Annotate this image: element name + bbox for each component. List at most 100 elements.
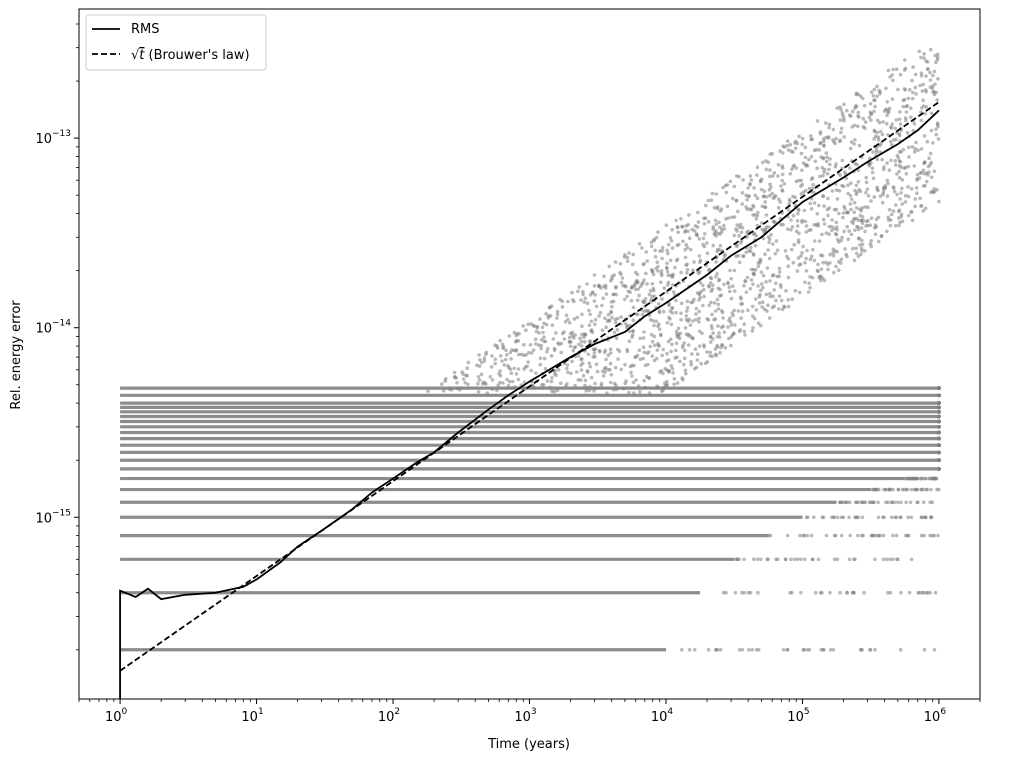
band-dot bbox=[841, 515, 846, 520]
scatter-point bbox=[706, 198, 711, 203]
scatter-point bbox=[689, 359, 693, 364]
scatter-point bbox=[883, 107, 888, 112]
scatter-point bbox=[918, 83, 922, 88]
tick-exponent: 5 bbox=[804, 707, 810, 717]
scatter-point bbox=[660, 353, 664, 358]
scatter-point bbox=[740, 309, 745, 314]
scatter-point bbox=[847, 229, 851, 233]
scatter-point bbox=[876, 138, 881, 142]
scatter-point bbox=[763, 252, 767, 256]
scatter-point bbox=[737, 233, 741, 238]
scatter-point bbox=[921, 98, 925, 103]
scatter-point bbox=[699, 361, 703, 366]
scatter-point bbox=[838, 118, 843, 122]
scatter-point bbox=[930, 84, 935, 88]
scatter-point bbox=[908, 88, 912, 92]
scatter-point bbox=[538, 356, 543, 361]
scatter-point bbox=[622, 297, 627, 302]
scatter-point bbox=[901, 147, 906, 152]
band-dot bbox=[919, 515, 924, 520]
scatter-point bbox=[543, 339, 548, 344]
scatter-point bbox=[767, 187, 772, 192]
scatter-point bbox=[685, 271, 689, 275]
scatter-point bbox=[897, 175, 902, 180]
scatter-point bbox=[654, 319, 658, 324]
scatter-point bbox=[647, 376, 652, 381]
scatter-point bbox=[650, 339, 655, 344]
scatter-point bbox=[897, 132, 902, 136]
scatter-point bbox=[653, 248, 657, 253]
scatter-point bbox=[650, 354, 655, 358]
scatter-point bbox=[665, 321, 670, 325]
scatter-point bbox=[862, 103, 867, 108]
scatter-point bbox=[786, 298, 790, 302]
scatter-point bbox=[764, 159, 768, 163]
band-dot bbox=[881, 557, 886, 562]
scatter-point bbox=[593, 322, 597, 327]
scatter-point bbox=[575, 370, 579, 374]
scatter-point bbox=[635, 353, 640, 358]
scatter-point bbox=[597, 314, 601, 318]
band-dot bbox=[832, 557, 837, 562]
scatter-point bbox=[490, 378, 495, 382]
scatter-point bbox=[807, 186, 812, 191]
scatter-point bbox=[818, 174, 822, 179]
scatter-point bbox=[774, 298, 778, 303]
scatter-point bbox=[675, 225, 680, 229]
scatter-point bbox=[631, 252, 636, 257]
scatter-point bbox=[786, 304, 791, 309]
band-dot bbox=[820, 590, 824, 595]
scatter-point bbox=[828, 162, 832, 167]
scatter-point bbox=[854, 251, 859, 256]
scatter-point bbox=[739, 238, 744, 243]
scatter-point bbox=[842, 135, 846, 139]
scatter-point bbox=[627, 390, 631, 395]
scatter-point bbox=[860, 206, 864, 210]
scatter-point bbox=[662, 286, 667, 290]
scatter-point bbox=[708, 275, 713, 280]
scatter-point bbox=[638, 284, 643, 289]
scatter-point bbox=[566, 370, 570, 375]
scatter-point bbox=[592, 273, 597, 277]
scatter-point bbox=[897, 169, 901, 174]
scatter-point bbox=[685, 309, 689, 313]
scatter-point bbox=[901, 104, 905, 109]
scatter-point bbox=[606, 353, 611, 358]
scatter-point bbox=[888, 139, 893, 144]
scatter-point bbox=[892, 186, 896, 190]
band-dot bbox=[832, 515, 836, 520]
scatter-point bbox=[778, 149, 782, 153]
scatter-point bbox=[784, 289, 788, 293]
scatter-point bbox=[674, 258, 679, 263]
scatter-point bbox=[911, 128, 915, 133]
scatter-point bbox=[576, 289, 580, 294]
scatter-point bbox=[767, 256, 772, 261]
band-dot bbox=[869, 533, 874, 538]
scatter-point bbox=[455, 380, 459, 385]
scatter-point bbox=[552, 348, 557, 353]
scatter-point bbox=[657, 310, 662, 315]
band-dot bbox=[735, 557, 740, 562]
scatter-point bbox=[629, 298, 634, 303]
scatter-point bbox=[876, 239, 881, 244]
band-dot bbox=[937, 458, 941, 463]
scatter-point bbox=[798, 262, 803, 267]
band-dot bbox=[821, 515, 826, 520]
scatter-point bbox=[906, 185, 910, 189]
scatter-point bbox=[753, 243, 758, 248]
scatter-point bbox=[670, 306, 675, 311]
scatter-point bbox=[768, 291, 772, 296]
scatter-point bbox=[542, 335, 546, 340]
scatter-point bbox=[871, 176, 876, 181]
scatter-point bbox=[587, 361, 592, 366]
scatter-point bbox=[656, 230, 660, 234]
scatter-point bbox=[771, 273, 776, 277]
scatter-point bbox=[924, 105, 929, 109]
scatter-point bbox=[744, 205, 748, 209]
scatter-point bbox=[648, 317, 653, 322]
scatter-point bbox=[705, 350, 709, 354]
scatter-point bbox=[637, 348, 642, 353]
scatter-point bbox=[514, 333, 519, 338]
band-dot bbox=[831, 648, 836, 652]
